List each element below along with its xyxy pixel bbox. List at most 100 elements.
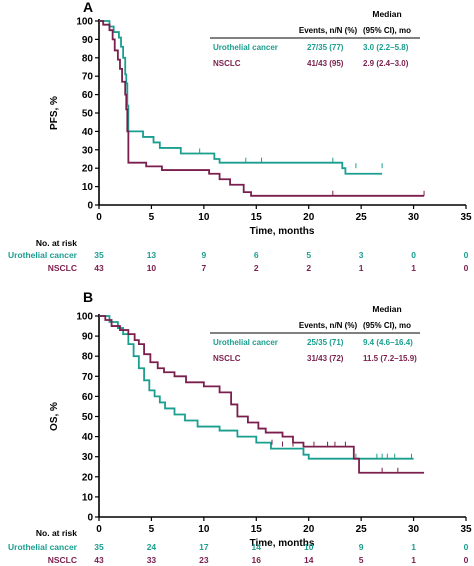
y-tick-label: 0 [87, 513, 93, 524]
at-risk-value: 43 [94, 263, 104, 273]
at-risk-value: 43 [94, 555, 104, 565]
legend-events-value: 27/35 (77) [307, 43, 344, 52]
y-tick-label: 100 [76, 312, 93, 323]
km-curve [99, 20, 425, 197]
at-risk-value: 24 [147, 542, 157, 552]
at-risk-value: 14 [252, 542, 262, 552]
y-tick-label: 50 [82, 109, 94, 120]
legend-median-value: 11.5 (7.2–15.9) [363, 354, 417, 363]
y-tick-label: 70 [82, 372, 94, 383]
y-tick-label: 40 [82, 432, 94, 443]
at-risk-series-name: NSCLC [48, 555, 77, 565]
at-risk-label: No. at risk [36, 238, 77, 248]
at-risk-value: 1 [411, 555, 416, 565]
at-risk-value: 1 [411, 542, 416, 552]
at-risk-value: 6 [254, 250, 259, 260]
y-tick-label: 50 [82, 412, 94, 423]
y-tick-label: 20 [82, 472, 94, 483]
x-tick-label: 25 [356, 524, 368, 535]
at-risk-value: 9 [201, 250, 206, 260]
x-tick-label: 15 [251, 524, 263, 535]
legend-series-name: NSCLC [213, 59, 241, 68]
y-tick-label: 100 [76, 17, 93, 28]
at-risk-label: No. at risk [36, 528, 77, 538]
y-tick-label: 40 [82, 127, 94, 138]
legend-series-name: NSCLC [213, 354, 241, 363]
legend-median-value: 3.0 (2.2–5.8) [363, 43, 409, 52]
at-risk-value: 0 [464, 555, 469, 565]
x-axis-label: Time, months [250, 226, 315, 237]
y-axis-label: PFS, % [49, 96, 60, 130]
y-tick-label: 60 [82, 392, 94, 403]
at-risk-value: 0 [464, 542, 469, 552]
at-risk-value: 13 [147, 250, 157, 260]
y-tick-label: 90 [82, 332, 94, 343]
y-tick-label: 0 [87, 201, 93, 212]
at-risk-value: 7 [201, 263, 206, 273]
y-tick-label: 90 [82, 35, 94, 46]
at-risk-value: 0 [464, 263, 469, 273]
x-axis-label: Time, months [250, 538, 315, 549]
at-risk-value: 3 [359, 250, 364, 260]
legend-header-median: Median [372, 304, 401, 314]
at-risk-value: 1 [411, 263, 416, 273]
at-risk-value: 5 [359, 555, 364, 565]
at-risk-value: 10 [304, 542, 314, 552]
y-tick-label: 10 [82, 492, 94, 503]
at-risk-value: 5 [306, 250, 311, 260]
x-tick-label: 35 [460, 524, 472, 535]
at-risk-value: 35 [94, 542, 104, 552]
x-tick-label: 10 [198, 524, 210, 535]
x-tick-label: 30 [408, 524, 420, 535]
legend-header-events: Events, n/N (%) [299, 26, 358, 35]
legend-events-value: 25/35 (71) [307, 338, 344, 347]
x-tick-label: 15 [251, 212, 263, 223]
x-tick-label: 30 [408, 212, 420, 223]
x-tick-label: 5 [149, 524, 155, 535]
at-risk-series-name: NSCLC [48, 263, 77, 273]
y-tick-label: 30 [82, 452, 94, 463]
x-tick-label: 5 [149, 212, 155, 223]
y-tick-label: 60 [82, 90, 94, 101]
x-tick-label: 0 [96, 212, 102, 223]
at-risk-value: 1 [359, 263, 364, 273]
x-tick-label: 35 [460, 212, 472, 223]
km-curve [99, 20, 383, 175]
y-tick-label: 80 [82, 352, 94, 363]
legend-header-ci: (95% CI), mo [363, 26, 411, 35]
y-tick-label: 20 [82, 164, 94, 175]
x-tick-label: 10 [198, 212, 210, 223]
at-risk-series-name: Urothelial cancer [8, 542, 78, 552]
x-tick-label: 20 [303, 212, 315, 223]
legend-events-value: 31/43 (72) [307, 354, 344, 363]
at-risk-value: 14 [304, 555, 314, 565]
at-risk-series-name: Urothelial cancer [8, 250, 78, 260]
legend-median-value: 9.4 (4.6–16.4) [363, 338, 413, 347]
y-tick-label: 80 [82, 53, 94, 64]
at-risk-value: 16 [252, 555, 262, 565]
y-tick-label: 30 [82, 145, 94, 156]
at-risk-value: 0 [411, 250, 416, 260]
legend-series-name: Urothelial cancer [213, 43, 278, 52]
at-risk-value: 17 [199, 542, 209, 552]
x-tick-label: 20 [303, 524, 315, 535]
panel-label: A [83, 0, 93, 15]
at-risk-value: 35 [94, 250, 104, 260]
legend-header-ci: (95% CI), mo [363, 321, 411, 330]
panel-label: B [83, 289, 93, 305]
legend-events-value: 41/43 (95) [307, 59, 344, 68]
legend-header-median: Median [372, 9, 401, 19]
x-tick-label: 25 [356, 212, 368, 223]
at-risk-value: 9 [359, 542, 364, 552]
at-risk-value: 2 [254, 263, 259, 273]
at-risk-value: 0 [464, 250, 469, 260]
at-risk-value: 23 [199, 555, 209, 565]
at-risk-value: 33 [147, 555, 157, 565]
km-curve [99, 315, 425, 474]
y-tick-label: 70 [82, 72, 94, 83]
at-risk-value: 2 [306, 263, 311, 273]
y-axis-label: OS, % [49, 402, 60, 431]
y-tick-label: 10 [82, 182, 94, 193]
x-tick-label: 0 [96, 524, 102, 535]
